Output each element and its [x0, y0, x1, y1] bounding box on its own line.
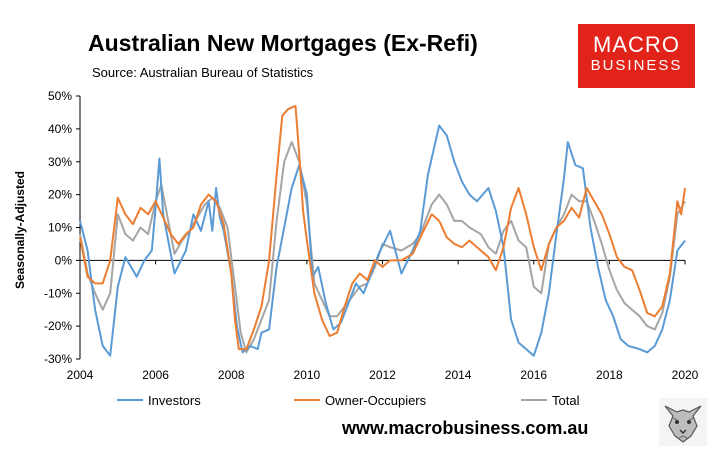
chart-series — [79, 104, 686, 357]
y-tick-label: 50% — [48, 89, 72, 103]
y-tick-label: -10% — [44, 286, 72, 300]
x-tick-label: 2012 — [369, 368, 396, 382]
y-tick-label: -30% — [44, 352, 72, 366]
y-tick-label: 20% — [48, 188, 72, 202]
y-tick-label: 30% — [48, 155, 72, 169]
x-tick-label: 2008 — [218, 368, 245, 382]
y-tick-label: 0% — [55, 253, 73, 267]
legend-item-total-label: Total — [552, 393, 580, 408]
legend-item-investors-label: Investors — [148, 393, 201, 408]
x-tick-label: 2014 — [445, 368, 472, 382]
logo-line-2: BUSINESS — [590, 57, 683, 74]
chart-title: Australian New Mortgages (Ex-Refi) — [88, 30, 478, 56]
series-line-owner-occupiers — [79, 104, 686, 351]
macrobusiness-logo[interactable]: MACRO BUSINESS — [578, 24, 695, 88]
x-tick-label: 2004 — [67, 368, 94, 382]
series-line-investors — [79, 124, 686, 357]
y-tick-label: 40% — [48, 122, 72, 136]
y-tick-label: 10% — [48, 221, 72, 235]
x-tick-label: 2020 — [672, 368, 699, 382]
x-tick-label: 2016 — [520, 368, 547, 382]
y-axis-label: Seasonally-Adjusted — [13, 171, 27, 289]
x-tick-label: 2006 — [142, 368, 169, 382]
logo-line-1: MACRO — [593, 32, 680, 57]
website-url[interactable]: www.macrobusiness.com.au — [342, 418, 589, 438]
source-note: Source: Australian Bureau of Statistics — [92, 65, 314, 80]
x-tick-label: 2010 — [294, 368, 321, 382]
chart-legend: Investors Owner-Occupiers Total — [117, 393, 580, 408]
legend-item-owner-occupiers-label: Owner-Occupiers — [325, 393, 427, 408]
chart-axes: -30% -20% -10% 0% 10% 20% 30% 40% 50% 2004 2006 200… — [44, 89, 699, 382]
x-tick-label: 2018 — [596, 368, 623, 382]
wolf-logo-icon — [659, 398, 707, 446]
y-tick-label: -20% — [44, 319, 72, 333]
